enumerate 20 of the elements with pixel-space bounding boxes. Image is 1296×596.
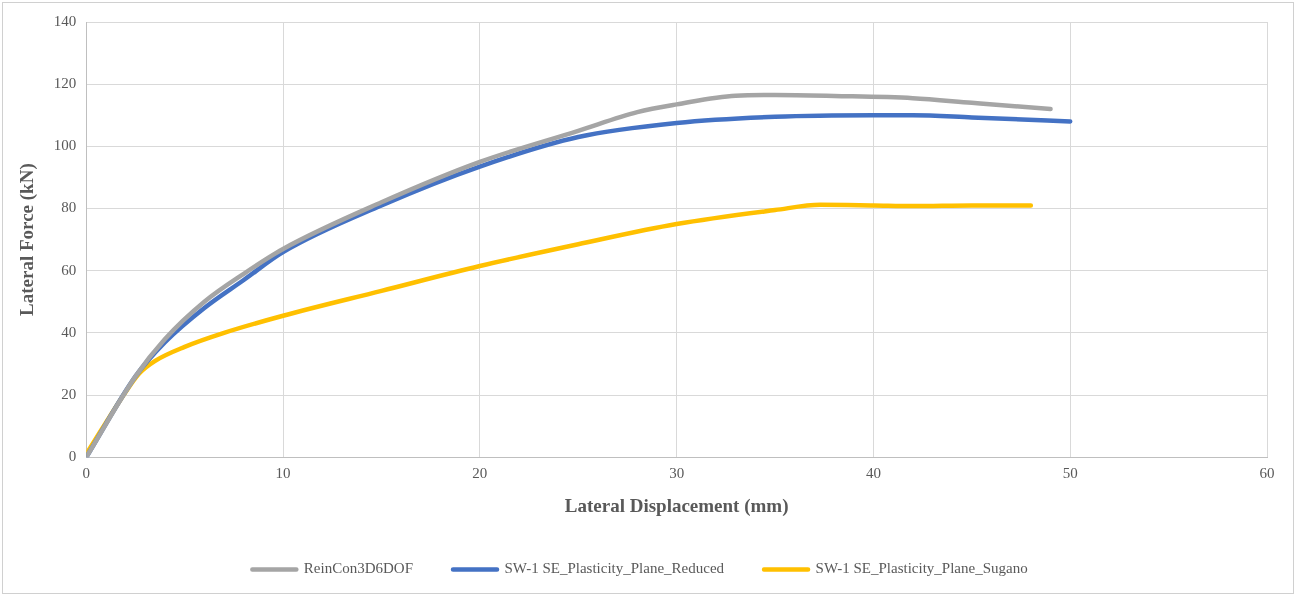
- y-tick-label: 80: [61, 199, 77, 216]
- x-tick-label: 50: [1062, 465, 1078, 482]
- legend-label: SW-1 SE_Plasticity_Plane_Sugano: [815, 560, 1028, 577]
- x-tick-label: 40: [865, 465, 881, 482]
- legend-label: ReinCon3D6DOF: [303, 560, 414, 577]
- x-tick-label: 30: [669, 465, 685, 482]
- y-tick-label: 20: [61, 385, 77, 402]
- legend-label: SW-1 SE_Plasticity_Plane_Reduced: [504, 560, 725, 577]
- y-tick-label: 60: [61, 261, 77, 278]
- y-tick-label: 100: [53, 137, 77, 154]
- y-tick-label: 40: [61, 323, 77, 340]
- y-tick-label: 120: [53, 75, 77, 92]
- x-tick-label: 0: [82, 465, 91, 482]
- y-tick-label: 140: [53, 12, 77, 29]
- x-tick-label: 10: [275, 465, 291, 482]
- y-tick-label: 0: [68, 448, 77, 465]
- x-axis-title: Lateral Displacement (mm): [564, 494, 789, 517]
- y-axis-title: Lateral Force (kN): [16, 163, 39, 316]
- x-tick-label: 60: [1259, 465, 1275, 482]
- x-tick-label: 20: [472, 465, 488, 482]
